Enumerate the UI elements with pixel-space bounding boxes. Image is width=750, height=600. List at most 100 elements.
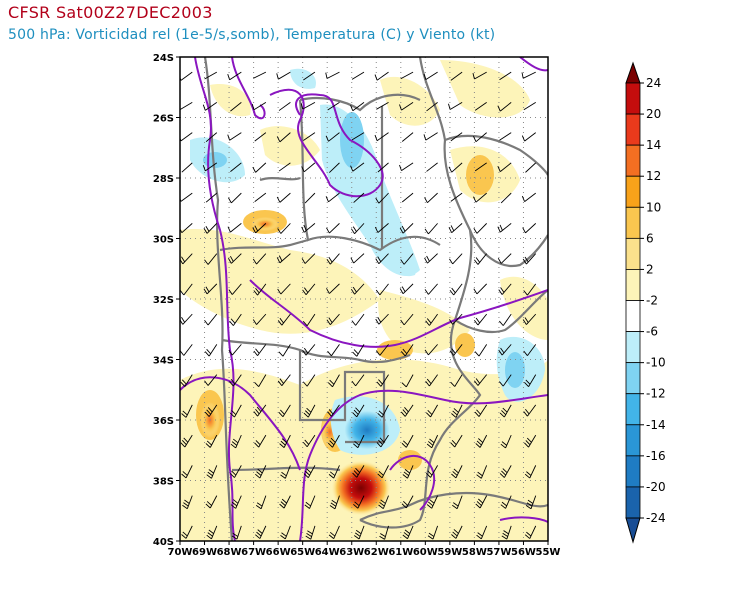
wind-barb <box>303 465 316 479</box>
chart-subtitle: 500 hPa: Vorticidad rel (1e-5/s,somb), T… <box>8 27 496 43</box>
wind-barb <box>350 253 365 264</box>
colorbar-label: -14 <box>646 418 666 432</box>
colorbar-bin <box>625 175 641 208</box>
wind-barb <box>328 465 340 479</box>
wind-barb <box>327 344 340 357</box>
wind-barb <box>522 313 537 325</box>
wind-barb <box>500 495 512 509</box>
wind-barb <box>426 404 438 418</box>
wind-barb <box>523 344 537 356</box>
lon-tick-label: 58W <box>462 547 487 558</box>
wind-barb <box>228 344 242 356</box>
wind-barb <box>449 253 463 265</box>
colorbar-label: 24 <box>646 76 661 90</box>
wind-barb <box>253 404 267 417</box>
wind-barb <box>497 162 512 172</box>
lat-tick-label: 36S <box>153 416 174 427</box>
wind-barb <box>399 223 414 234</box>
colorbar-bin <box>625 393 641 426</box>
wind-barb <box>523 404 537 417</box>
wind-barb <box>401 192 414 203</box>
wind-barb <box>499 404 512 418</box>
wind-barb <box>230 162 242 172</box>
wind-barb <box>304 495 316 509</box>
wind-barb <box>305 525 316 540</box>
wind-barb <box>376 434 389 448</box>
colorbar-bin <box>625 237 641 270</box>
lat-tick-label: 38S <box>153 477 174 488</box>
wind-barb <box>301 253 316 264</box>
wind-barb <box>181 525 193 539</box>
lon-tick-label: 61W <box>388 547 413 558</box>
colorbar-max-arrow <box>625 61 641 84</box>
wind-barb <box>499 132 512 141</box>
wind-barb <box>326 223 340 234</box>
wind-barb <box>449 283 463 296</box>
wind-barb <box>204 313 218 326</box>
lon-tick-label: 63W <box>339 547 364 558</box>
lon-tick-label: 55W <box>536 547 561 558</box>
wind-barb <box>449 313 463 325</box>
wind-barb <box>522 253 537 265</box>
wind-barb <box>525 162 537 173</box>
colorbar-bin <box>625 486 641 519</box>
lon-tick-label: 57W <box>486 547 511 558</box>
wind-barb <box>278 162 291 172</box>
wind-barb <box>302 374 316 387</box>
wind-barb <box>279 495 291 509</box>
wind-barb <box>351 374 365 387</box>
wind-barb <box>400 71 414 80</box>
lat-tick-label: 34S <box>153 356 174 367</box>
wind-barb <box>499 71 512 81</box>
wind-barb <box>451 404 463 418</box>
wind-barb <box>180 101 193 110</box>
wind-barb <box>448 223 463 234</box>
colorbar-label: 2 <box>646 262 654 276</box>
temperature-contours <box>180 57 548 541</box>
wind-barb <box>452 495 463 510</box>
wind-barb <box>205 434 218 448</box>
wind-barb <box>303 132 316 141</box>
colorbar-label: 6 <box>646 231 654 245</box>
wind-barb <box>206 465 218 479</box>
wind-barb <box>327 374 340 388</box>
wind-barb <box>205 192 218 203</box>
wind-barb <box>350 223 365 235</box>
wind-barb <box>326 283 340 294</box>
wind-barb <box>204 404 218 417</box>
wind-barb <box>376 374 389 387</box>
wind-barb <box>302 283 316 296</box>
lon-tick-label: 68W <box>217 547 242 558</box>
wind-barb <box>379 525 389 540</box>
wind-barb <box>255 525 267 539</box>
wind-barb <box>205 132 218 143</box>
wind-barb <box>498 344 512 356</box>
wind-barb <box>350 283 365 295</box>
wind-barb <box>497 253 512 264</box>
wind-barb <box>278 404 291 418</box>
wind-barb <box>205 495 218 509</box>
wind-barb <box>376 101 389 110</box>
wind-barb <box>325 71 340 79</box>
wind-barb <box>304 192 316 204</box>
colorbar-label: -16 <box>646 449 666 463</box>
colorbar-bin <box>625 269 641 301</box>
wind-barb <box>303 404 316 418</box>
wind-barb <box>277 313 291 326</box>
wind-barb <box>227 132 242 141</box>
wind-barb <box>228 283 242 295</box>
colorbar-bin <box>625 300 641 332</box>
wind-barb <box>424 344 438 356</box>
wind-barb <box>473 132 487 143</box>
wind-barb <box>255 495 267 510</box>
wind-barb <box>375 283 389 296</box>
lon-tick-label: 59W <box>437 547 462 558</box>
colorbar-bin <box>625 362 641 395</box>
wind-barb <box>182 495 193 510</box>
wind-barb <box>524 374 537 387</box>
wind-barb <box>401 374 414 388</box>
wind-barb <box>253 283 267 296</box>
wind-barb <box>424 283 438 295</box>
wind-barb <box>501 525 512 540</box>
